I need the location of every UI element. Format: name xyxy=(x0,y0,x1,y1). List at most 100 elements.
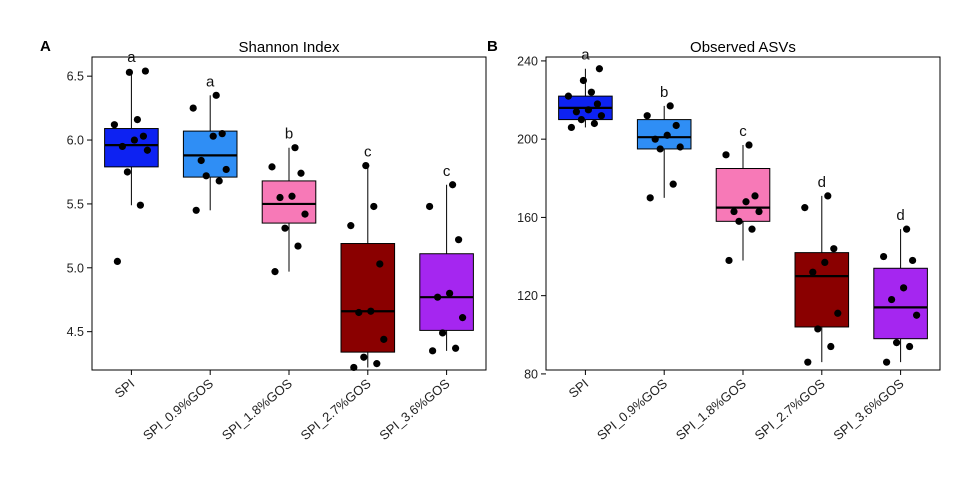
data-point xyxy=(362,161,370,170)
data-point xyxy=(722,151,730,159)
data-point xyxy=(590,119,599,128)
significance-letter: c xyxy=(443,163,451,180)
data-point xyxy=(748,225,756,233)
data-point xyxy=(909,256,917,265)
data-point xyxy=(455,236,463,244)
box-spi xyxy=(104,128,159,168)
data-point xyxy=(821,258,829,267)
data-point xyxy=(360,353,368,361)
data-point xyxy=(130,136,138,144)
data-point xyxy=(564,92,573,100)
data-point xyxy=(123,168,131,176)
y-tick-label: 6.0 xyxy=(67,134,84,148)
box-spi-1-8-gos xyxy=(261,180,317,224)
data-point xyxy=(136,201,144,209)
data-point xyxy=(350,363,358,372)
data-point xyxy=(913,311,921,319)
data-point xyxy=(212,91,220,99)
data-point xyxy=(301,210,309,218)
y-tick-label: 120 xyxy=(517,289,538,303)
significance-letter: b xyxy=(285,126,293,143)
data-point xyxy=(651,135,659,143)
x-category-label: SPI_0.9%GOS xyxy=(594,376,670,443)
data-point xyxy=(669,180,677,188)
data-point xyxy=(827,342,835,351)
significance-letter: c xyxy=(364,144,372,161)
data-point xyxy=(804,358,812,366)
data-point xyxy=(143,146,151,154)
significance-letter: a xyxy=(206,73,215,90)
panel-a: A Shannon Index 4.5 5.0 5.5 6.0 6.5 a SPI a SPI_0.… xyxy=(40,38,487,443)
significance-letter: a xyxy=(127,49,136,66)
data-point xyxy=(370,202,378,211)
chart-title: Shannon Index xyxy=(239,39,340,56)
data-point xyxy=(834,309,842,317)
data-point xyxy=(666,102,674,110)
data-point xyxy=(676,143,684,151)
data-point xyxy=(192,206,200,214)
data-point xyxy=(814,325,822,333)
significance-letter: d xyxy=(818,174,826,191)
data-point xyxy=(367,307,375,315)
data-point xyxy=(347,222,355,230)
data-point xyxy=(355,308,363,317)
data-point xyxy=(801,204,809,212)
x-category-label: SPI xyxy=(112,376,138,401)
data-point xyxy=(730,207,738,216)
box-spi-2-7-gos xyxy=(340,243,396,353)
data-point xyxy=(288,192,296,200)
data-point xyxy=(373,360,381,368)
data-point xyxy=(376,260,384,268)
data-point xyxy=(584,106,593,114)
data-point xyxy=(459,314,467,322)
data-point xyxy=(139,132,147,140)
data-point xyxy=(597,112,606,120)
x-category-label: SPI_1.8%GOS xyxy=(673,376,749,443)
data-point xyxy=(202,172,210,180)
y-tick-label: 160 xyxy=(517,211,538,225)
x-category-label: SPI xyxy=(566,376,592,401)
data-point xyxy=(218,130,226,138)
data-point xyxy=(449,181,457,189)
data-point xyxy=(830,245,838,253)
data-point xyxy=(281,224,289,232)
data-point xyxy=(276,193,284,202)
data-point xyxy=(577,116,586,124)
box-spi-3-6-gos xyxy=(873,267,928,340)
data-point xyxy=(271,268,279,276)
data-point xyxy=(380,335,388,343)
data-point xyxy=(452,344,460,352)
data-point xyxy=(141,67,149,75)
data-point xyxy=(222,165,230,174)
data-point xyxy=(646,194,654,202)
panel-b: B Observed ASVs 80 120 160 200 240 a SPI b SPI_0.9… xyxy=(487,38,941,443)
x-category-label: SPI_2.7%GOS xyxy=(298,376,374,443)
data-point xyxy=(751,192,759,200)
data-point xyxy=(643,112,651,120)
y-tick-label: 5.0 xyxy=(67,261,84,275)
data-point xyxy=(742,198,750,206)
y-tick-label: 240 xyxy=(517,54,538,68)
significance-letter: b xyxy=(660,84,668,101)
data-point xyxy=(755,207,763,216)
data-point xyxy=(587,88,596,96)
data-point xyxy=(595,65,604,73)
y-tick-label: 80 xyxy=(524,367,538,381)
data-point xyxy=(900,284,908,292)
data-point xyxy=(883,358,891,366)
y-tick-label: 4.5 xyxy=(67,325,84,339)
data-point xyxy=(209,132,217,140)
data-point xyxy=(294,242,302,250)
data-point xyxy=(735,217,743,225)
significance-letter: a xyxy=(581,47,590,64)
data-point xyxy=(579,76,588,85)
data-point xyxy=(824,192,832,200)
data-point xyxy=(880,252,888,261)
data-point xyxy=(434,293,442,301)
data-point xyxy=(118,142,126,151)
data-point xyxy=(567,123,576,132)
data-point xyxy=(215,177,223,185)
data-point xyxy=(189,104,197,112)
data-point xyxy=(439,329,447,337)
data-point xyxy=(903,225,911,233)
